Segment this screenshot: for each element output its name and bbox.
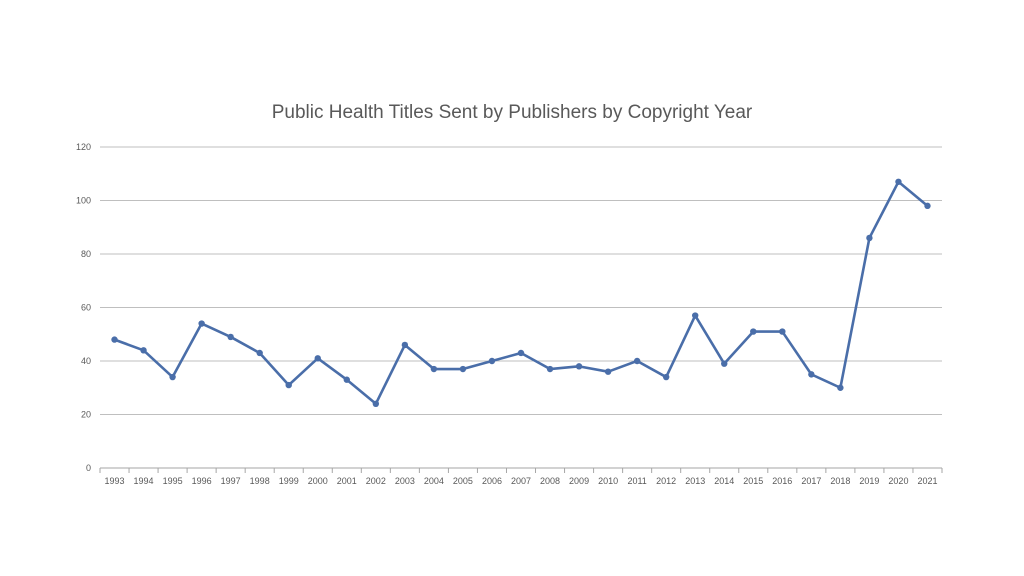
data-point: [924, 202, 931, 210]
x-tick-label: 1998: [250, 476, 270, 486]
y-tick-label: 60: [81, 303, 91, 313]
x-tick-label: 2010: [598, 476, 618, 486]
data-point: [517, 349, 525, 357]
data-point: [227, 333, 234, 341]
x-tick-label: 2008: [540, 476, 560, 486]
data-point: [604, 368, 612, 375]
data-point: [750, 328, 757, 335]
y-tick-label: 80: [81, 249, 91, 259]
data-point: [633, 357, 641, 365]
data-point: [343, 376, 350, 383]
x-tick-label: 2001: [337, 476, 357, 486]
data-point: [488, 357, 496, 365]
x-tick-label: 1994: [134, 476, 154, 486]
data-point: [256, 349, 263, 357]
x-tick-label: 2021: [917, 476, 937, 486]
chart-title: Public Health Titles Sent by Publishers …: [271, 102, 753, 123]
y-tick-label: 120: [76, 142, 91, 152]
x-tick-label: 2018: [830, 476, 850, 486]
data-point: [779, 328, 786, 335]
data-point: [372, 400, 380, 407]
data-point: [721, 360, 728, 367]
data-point: [140, 347, 147, 354]
x-tick-label: 1999: [279, 476, 299, 486]
x-tick-label: 2007: [511, 476, 531, 486]
x-tick-label: 2013: [685, 476, 705, 486]
data-point: [285, 381, 292, 389]
x-tick-label: 2002: [366, 476, 386, 486]
data-point: [111, 336, 118, 343]
x-tick-label: 1995: [163, 476, 183, 486]
series-line: [113, 180, 929, 406]
x-tick-label: 2004: [424, 476, 444, 486]
data-point: [837, 384, 844, 391]
x-tick-label: 2017: [801, 476, 821, 486]
x-tick-label: 2011: [627, 476, 646, 486]
x-tick-label: 1996: [192, 476, 212, 486]
data-point: [895, 178, 902, 185]
x-tick-label: 2015: [743, 476, 763, 486]
data-point: [169, 373, 176, 381]
x-tick-label: 1993: [105, 476, 125, 486]
data-point: [430, 365, 438, 373]
y-tick-label: 100: [76, 196, 91, 206]
data-point: [314, 355, 321, 362]
x-tick-label: 1997: [221, 476, 241, 486]
x-tick-label: 2014: [714, 476, 734, 486]
data-point: [866, 234, 873, 242]
x-tick-label: 2016: [772, 476, 792, 486]
y-tick-label: 40: [81, 356, 91, 366]
data-point: [546, 365, 554, 373]
x-tick-label: 2009: [569, 476, 589, 486]
x-tick-label: 2020: [888, 476, 908, 486]
data-point: [575, 363, 583, 370]
data-point: [401, 341, 409, 349]
x-tick-label: 2005: [453, 476, 473, 486]
y-tick-label: 0: [86, 463, 91, 473]
data-point: [459, 365, 467, 373]
x-tick-label: 2019: [859, 476, 879, 486]
x-tick-label: 2006: [482, 476, 502, 486]
data-point: [808, 371, 815, 378]
x-tick-label: 2012: [656, 476, 676, 486]
x-tick-label: 2003: [395, 476, 415, 486]
data-point: [692, 312, 699, 319]
y-tick-label: 20: [81, 410, 91, 420]
x-tick-label: 2000: [308, 476, 328, 486]
data-point: [662, 373, 670, 381]
data-point: [198, 320, 205, 327]
